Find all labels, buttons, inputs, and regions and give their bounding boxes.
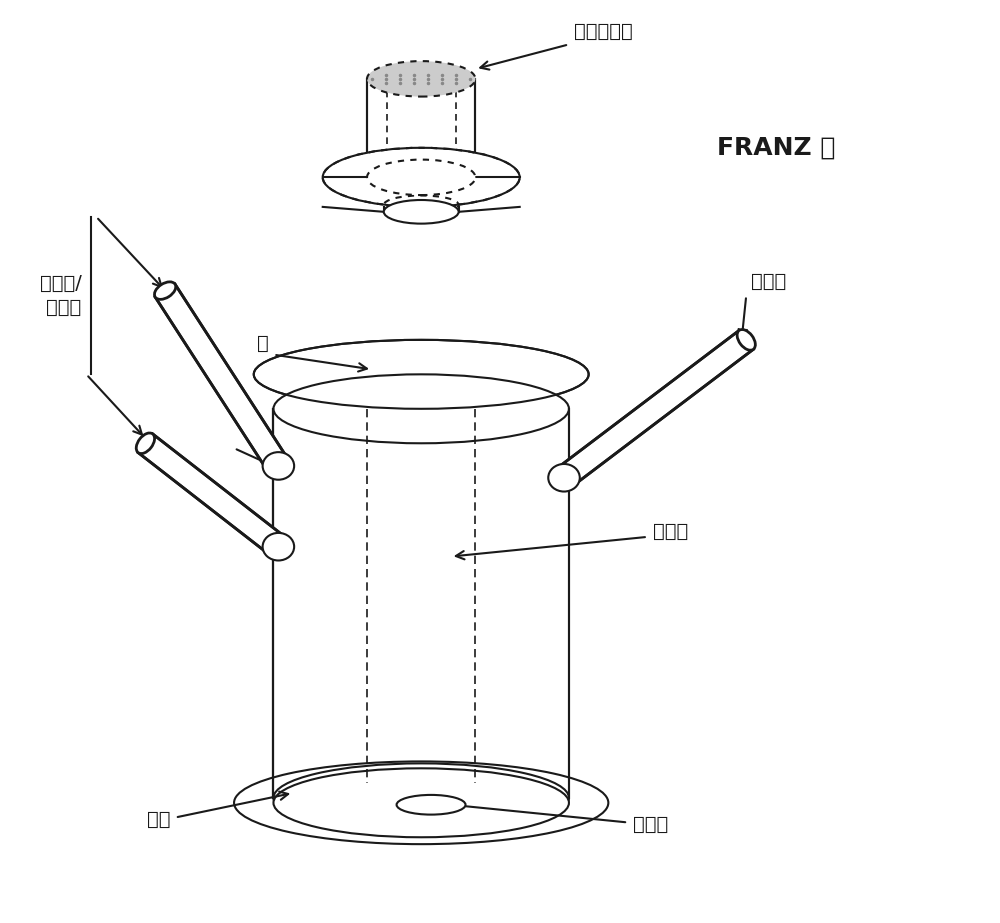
Ellipse shape [254,340,589,409]
Polygon shape [273,409,569,797]
Ellipse shape [136,433,155,453]
Text: 加热器/
循环器: 加热器/ 循环器 [40,274,81,317]
Ellipse shape [384,196,459,214]
Ellipse shape [263,452,294,480]
Ellipse shape [548,464,580,492]
Ellipse shape [270,536,287,557]
Ellipse shape [367,160,475,195]
Ellipse shape [268,458,289,474]
Polygon shape [138,434,286,556]
Text: 接收室: 接收室 [653,522,688,542]
Ellipse shape [262,345,581,404]
Text: 供体化合物: 供体化合物 [574,22,633,42]
Text: FRANZ 池: FRANZ 池 [717,136,835,160]
Ellipse shape [234,761,608,845]
Polygon shape [367,78,475,177]
Polygon shape [155,284,288,473]
Ellipse shape [263,533,294,560]
Text: 取样口: 取样口 [751,271,786,291]
Ellipse shape [397,795,466,815]
Ellipse shape [273,768,569,837]
Polygon shape [557,330,753,487]
Ellipse shape [555,468,573,488]
Text: 膜: 膜 [257,333,269,353]
Text: 水套: 水套 [147,810,170,829]
Ellipse shape [273,763,569,833]
Ellipse shape [367,61,475,97]
Ellipse shape [384,200,459,223]
Ellipse shape [323,148,520,207]
Text: 搅拌子: 搅拌子 [633,815,668,834]
Ellipse shape [737,330,755,350]
Ellipse shape [273,375,569,443]
Ellipse shape [154,282,176,299]
